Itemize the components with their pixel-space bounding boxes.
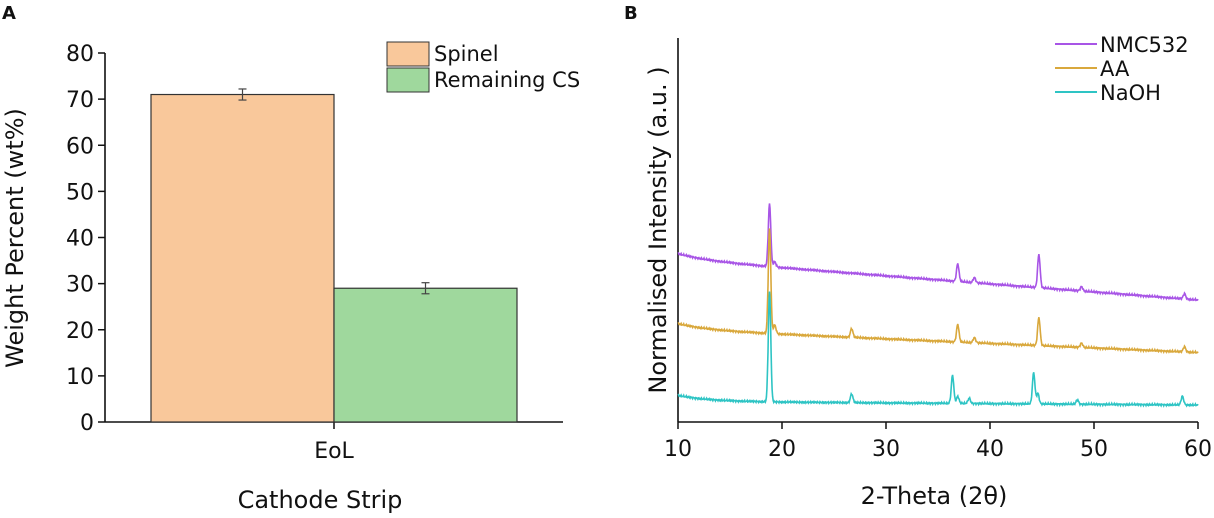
x-tick-label-b: 60	[1184, 437, 1212, 462]
panel-letter-a: A	[2, 3, 16, 24]
legend-label-naoh: NaOH	[1100, 81, 1161, 105]
y-axis-label-b: Normalised Intensity (a.u. )	[644, 66, 672, 393]
x-tick-label-b: 20	[768, 437, 796, 462]
legend-label-aa: AA	[1100, 57, 1130, 81]
y-tick-label-a: 20	[66, 319, 94, 344]
x-axis-label-b: 2-Theta (2θ)	[861, 482, 1008, 510]
x-tick-label-b: 30	[872, 437, 900, 462]
x-tick-label-b: 50	[1080, 437, 1108, 462]
y-tick-label-a: 40	[66, 227, 94, 252]
y-axis-label-a: Weight Percent (wt%)	[1, 108, 29, 368]
y-tick-label-a: 80	[66, 42, 94, 67]
series-line-aa	[677, 228, 1199, 355]
line-chart-b: 10 20 30 40 50 60 2-Theta (2θ) Normalised Int…	[644, 33, 1212, 510]
bar-spinel	[150, 93, 335, 423]
legend-swatch-spinel	[386, 41, 430, 67]
x-category-label: EoL	[314, 439, 354, 464]
bar-remaining-cs	[333, 287, 518, 423]
y-tick-label-a: 10	[66, 365, 94, 390]
series-line-naoh	[677, 291, 1199, 408]
x-axis-label-a: Cathode Strip	[238, 486, 403, 514]
y-tick-label-a: 70	[66, 88, 94, 113]
x-tick-label-b: 40	[976, 437, 1004, 462]
legend-swatch-remaining-cs	[386, 67, 430, 93]
y-tick-label-a: 50	[66, 180, 94, 205]
legend-a: Spinel Remaining CS	[386, 41, 580, 93]
series-line-nmc532	[677, 203, 1199, 302]
legend-label-nmc532: NMC532	[1100, 33, 1189, 57]
y-tick-label-a: 0	[80, 411, 94, 436]
legend-label-remaining-cs: Remaining CS	[434, 68, 580, 92]
y-tick-label-a: 30	[66, 273, 94, 298]
legend-b: NMC532 AA NaOH	[1055, 33, 1189, 105]
x-tick-label-b: 10	[664, 437, 692, 462]
bar-chart-a: 0 10 20 30 40 50 60 70 80 EoL Cathode Strip Weig…	[1, 41, 580, 514]
panel-letter-b: B	[624, 3, 638, 24]
legend-label-spinel: Spinel	[434, 42, 499, 66]
y-tick-label-a: 60	[66, 134, 94, 159]
